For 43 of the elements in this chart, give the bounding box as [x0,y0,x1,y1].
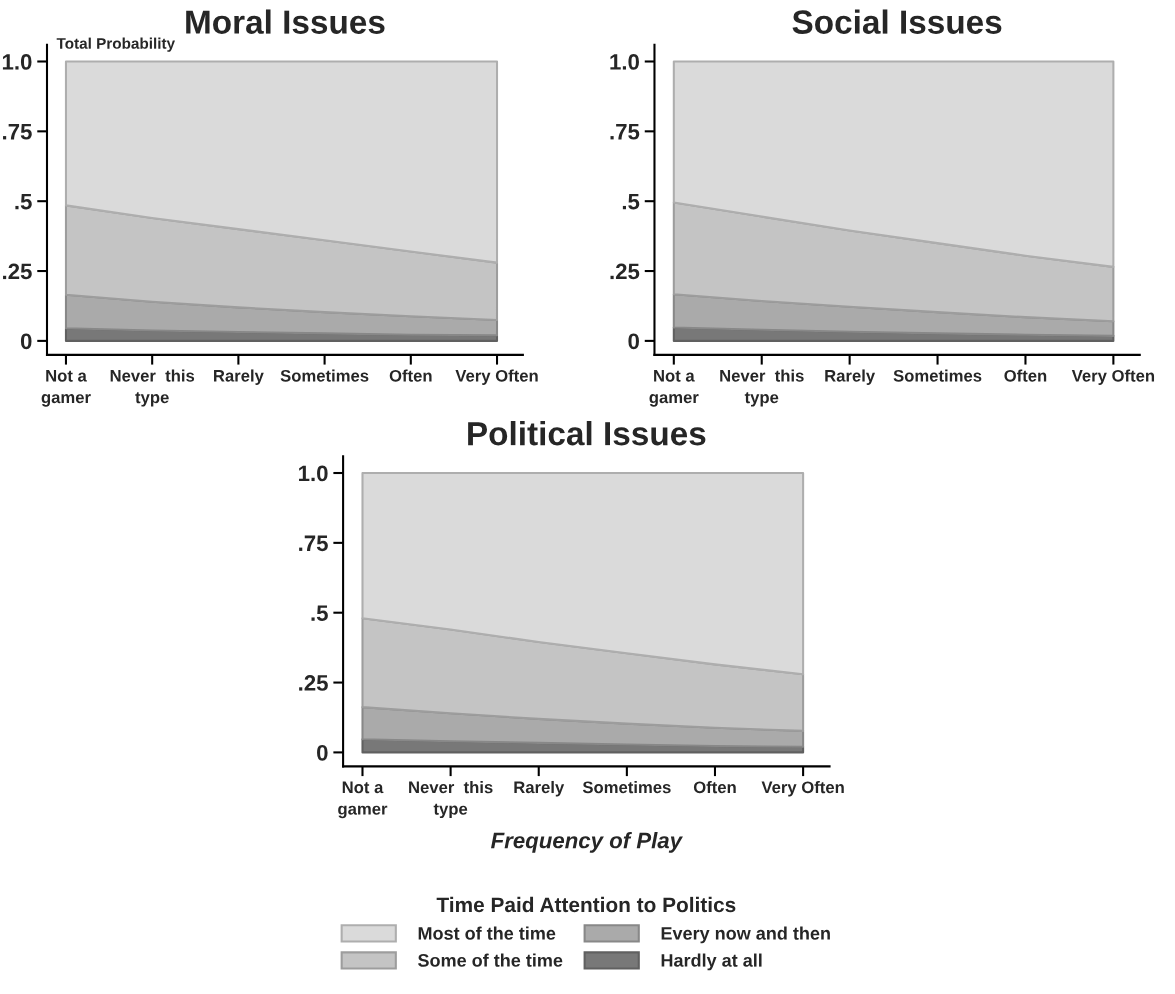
legend-title: Time Paid Attention to Politics [436,896,736,913]
chart-title: Social Issues [792,9,1002,34]
y-tick-label: .75 [610,124,640,140]
y-tick-label: .75 [299,535,328,552]
x-tick-label: Sometimes [582,780,671,794]
x-tick-label: Rarely [825,369,876,385]
y-tick-label: 0 [628,333,639,350]
x-tick-label: Rarely [214,369,264,385]
y-tick-label: 0 [20,333,32,350]
x-tick-label: Often [693,780,736,794]
x-tick-label: Very Often [1071,369,1155,385]
x-tick-label: Never this type [409,780,493,819]
x-axis-title: Frequency of Play [491,832,683,853]
x-tick-label: Very Often [455,369,538,385]
y-tick-label: .5 [311,605,328,621]
chart-title: Political Issues [468,420,706,446]
y-tick-label: 0 [317,744,328,761]
y-tick-label: 1.0 [299,465,328,482]
legend-label: Hardly at all [661,953,762,971]
y-tick-label: .75 [3,124,32,140]
x-tick-label: Often [1004,369,1047,382]
x-tick-label: Not a gamer [649,370,699,407]
x-tick-label: Not a gamer [41,370,91,407]
legend-label: Every now and then [661,926,830,944]
x-tick-label: Very Often [761,780,844,797]
x-tick-label: Sometimes [893,369,982,382]
y-tick-label: .25 [3,263,32,280]
chart-title: Moral Issues [186,9,385,34]
y-tick-label: .5 [15,193,32,210]
y-tick-label: 1.0 [2,54,32,70]
y-tick-label: .25 [610,263,640,280]
y-tick-label: .25 [299,675,328,691]
y-axis-title: Total Probability [56,37,175,52]
y-tick-label: 1.0 [610,54,639,70]
x-tick-label: Sometimes [280,369,369,382]
legend-label: Most of the time [418,926,556,940]
legend-label: Some of the time [418,953,563,967]
x-tick-label: Often [389,369,432,382]
x-tick-label: Never this type [720,369,804,407]
x-tick-label: Not a gamer [338,781,388,819]
x-tick-label: Never this type [110,369,195,407]
x-tick-label: Rarely [514,780,565,797]
y-tick-label: .5 [622,193,640,210]
